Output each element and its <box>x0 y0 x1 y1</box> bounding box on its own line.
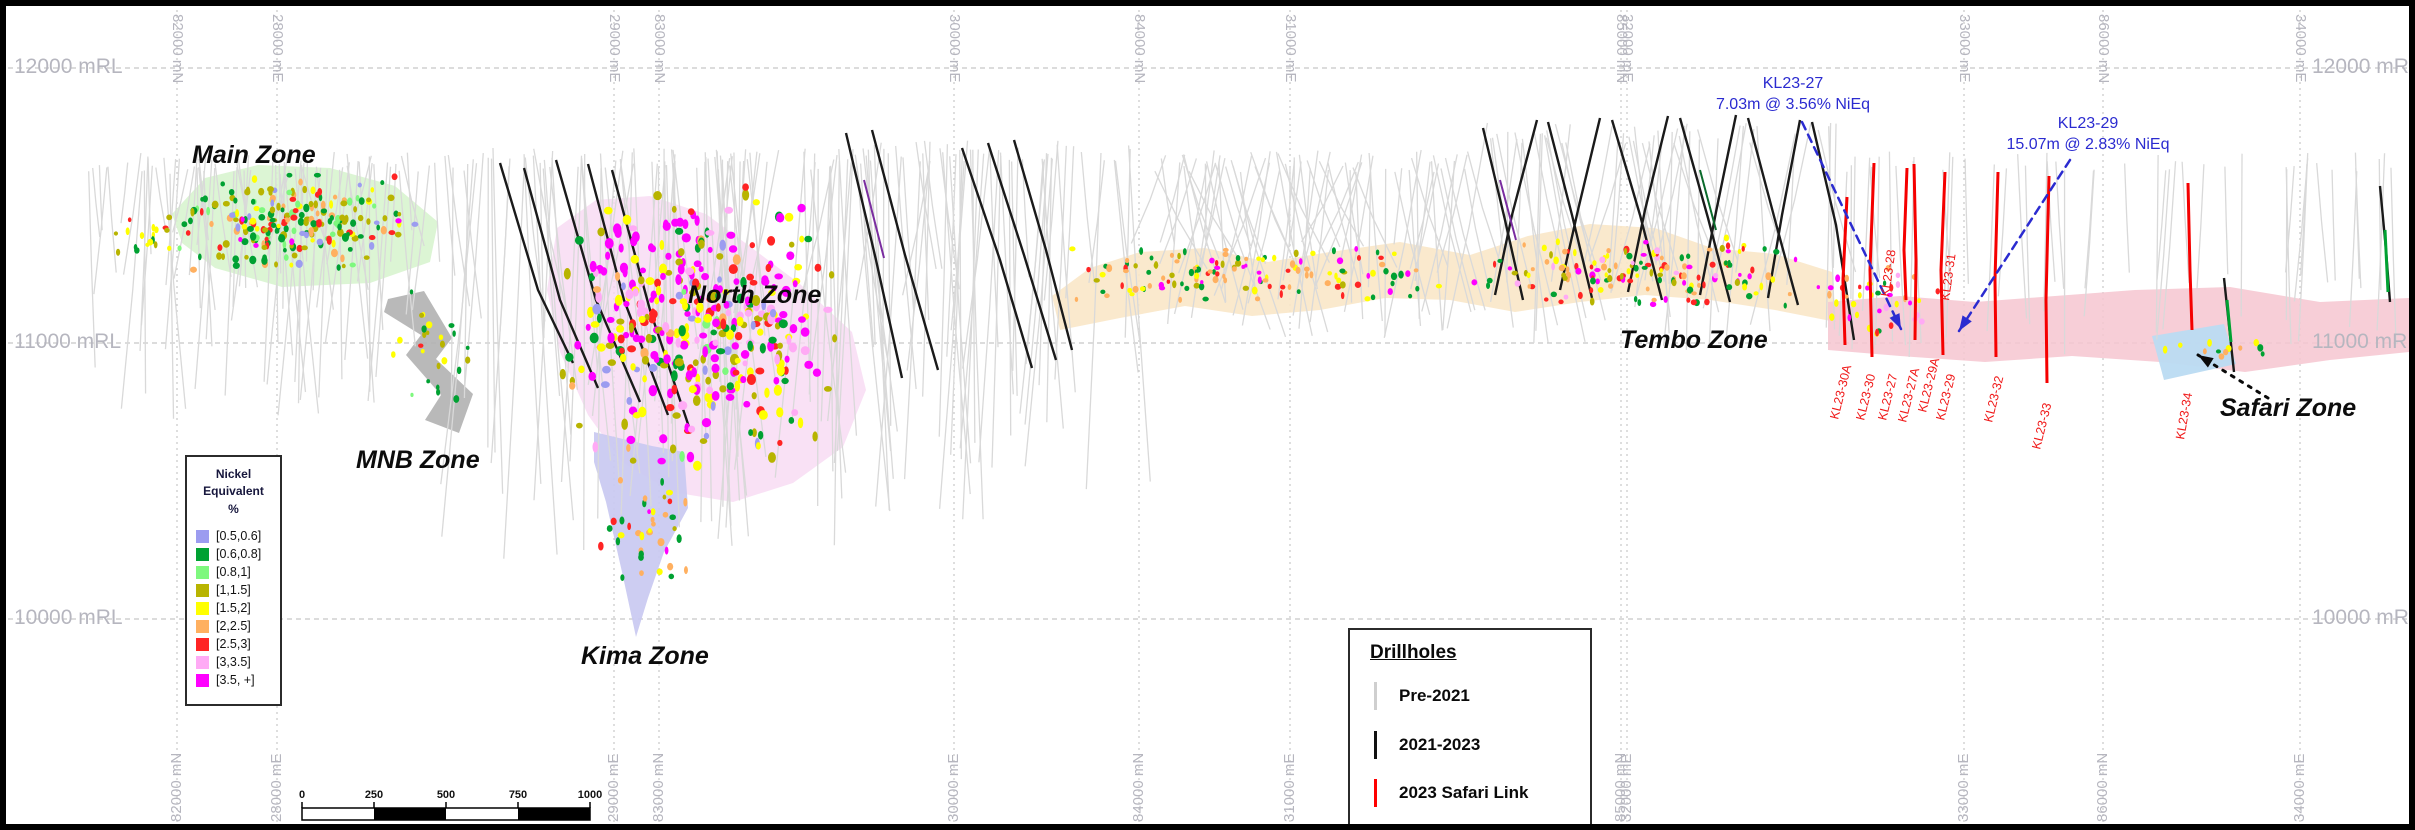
svg-text:85000 mN: 85000 mN <box>1612 753 1629 822</box>
svg-text:29000 mE: 29000 mE <box>606 14 623 82</box>
drillhole-period-tick <box>1374 682 1377 710</box>
svg-text:34000 mE: 34000 mE <box>2291 754 2308 822</box>
svg-text:33000 mE: 33000 mE <box>1956 14 1973 82</box>
nickel-range-label: [1.5,2] <box>216 601 251 616</box>
main-zone-halo <box>172 165 438 287</box>
svg-text:86000 mN: 86000 mN <box>2094 753 2111 822</box>
svg-text:33000 mE: 33000 mE <box>1955 754 1972 822</box>
nickel-legend-item: [0.5,0.6] <box>196 527 280 545</box>
nickel-legend-item: [3.5, +] <box>196 671 280 689</box>
pre2021-traces <box>88 122 2397 559</box>
nickel-range-label: [0.6,0.8] <box>216 547 262 562</box>
nickel-color-swatch <box>196 529 209 543</box>
drillhole-period-tick <box>1374 731 1377 759</box>
svg-text:82000 mN: 82000 mN <box>168 753 185 822</box>
nickel-legend-title-line3: % <box>228 501 239 516</box>
svg-text:30000 mE: 30000 mE <box>945 754 962 822</box>
mnb-zone-band <box>384 291 473 433</box>
nickel-range-label: [0.8,1] <box>216 565 251 580</box>
nickel-legend-items: [0.5,0.6] [0.6,0.8] [0.8,1] [1,1.5] [1.5,2] [… <box>187 527 280 689</box>
nickel-legend-title-line2: Equivalent <box>203 484 264 499</box>
annotation-arrows <box>1800 120 2270 400</box>
svg-text:28000 mE: 28000 mE <box>269 14 286 82</box>
svg-text:29000 mE: 29000 mE <box>605 754 622 822</box>
nickel-range-label: [0.5,0.6] <box>216 529 262 544</box>
nickel-legend-item: [1,1.5] <box>196 581 280 599</box>
svg-text:30000 mE: 30000 mE <box>946 14 963 82</box>
drillhole-id-label: KL23-34 <box>2173 392 2195 441</box>
drillholes-legend-title: Drillholes <box>1370 642 1457 663</box>
drillhole-id-label: KL23-32 <box>1981 374 2006 423</box>
nickel-range-label: [2.5,3] <box>216 637 251 652</box>
grid-labels: 82000 mN 82000 mN 28000 mE 28000 mE 29000 mE… <box>168 14 2309 822</box>
nickel-legend-item: [0.6,0.8] <box>196 545 280 563</box>
svg-text:31000 mE: 31000 mE <box>1282 14 1299 82</box>
drillholes-legend-item: 2023 Safari Link <box>1374 779 1528 807</box>
svg-text:34000 mE: 34000 mE <box>2292 14 2309 82</box>
svg-text:32000 mE: 32000 mE <box>1619 14 1636 82</box>
svg-text:28000 mE: 28000 mE <box>268 754 285 822</box>
nickel-color-swatch <box>196 583 209 597</box>
drillhole-id-label: KL23-31 <box>1938 253 1958 302</box>
scalebar: 0 250 500 750 1000 <box>299 789 602 821</box>
nickel-legend-item: [2.5,3] <box>196 635 280 653</box>
drillhole-id-label: KL23-30 <box>1853 372 1878 421</box>
drillholes-legend-item: Pre-2021 <box>1374 682 1470 710</box>
nickel-color-swatch <box>196 655 209 669</box>
nickel-equivalent-legend: Nickel Equivalent % [0.5,0.6] [0.6,0.8] [0… <box>185 455 282 706</box>
nickel-color-swatch <box>196 601 209 615</box>
tembo-zone-band <box>1052 224 1836 330</box>
drillholes-legend-item: 2021-2023 <box>1374 731 1480 759</box>
nickel-color-swatch <box>196 547 209 561</box>
traces-2023-safari-link <box>1841 162 2194 384</box>
nickel-range-label: [3,3.5] <box>216 655 251 670</box>
svg-text:84000 mN: 84000 mN <box>1131 14 1148 83</box>
svg-text:31000 mE: 31000 mE <box>1281 754 1298 822</box>
svg-text:86000 mN: 86000 mN <box>2095 14 2112 83</box>
scalebar-tick-label: 500 <box>437 789 455 801</box>
svg-text:82000 mN: 82000 mN <box>169 14 186 83</box>
drillhole-period-label: Pre-2021 <box>1399 686 1470 705</box>
nickel-legend-title: Nickel Equivalent % <box>187 466 280 518</box>
drillhole-period-label: 2021-2023 <box>1399 735 1481 754</box>
drillhole-period-tick <box>1374 779 1377 807</box>
svg-text:83000 mN: 83000 mN <box>650 753 667 822</box>
nickel-color-swatch <box>196 619 209 633</box>
svg-text:84000 mN: 84000 mN <box>1130 753 1147 822</box>
nickel-legend-item: [2,2.5] <box>196 617 280 635</box>
nickel-range-label: [2,2.5] <box>216 619 251 634</box>
drillhole-id-label: KL23-33 <box>2029 401 2054 450</box>
nickel-legend-item: [0.8,1] <box>196 563 280 581</box>
nickel-color-swatch <box>196 565 209 579</box>
svg-text:32000 mE: 32000 mE <box>1618 754 1635 822</box>
nickel-color-swatch <box>196 673 209 687</box>
nickel-legend-item: [3,3.5] <box>196 653 280 671</box>
drillhole-period-label: 2023 Safari Link <box>1399 783 1529 802</box>
drillholes-legend: Drillholes Pre-2021 2021-2023 2023 Safari … <box>1348 628 1592 827</box>
assay-dots <box>113 172 2265 581</box>
drillhole-id-label: KL23-30A <box>1827 363 1854 421</box>
svg-text:83000 mN: 83000 mN <box>651 14 668 83</box>
nickel-range-label: [1,1.5] <box>216 583 251 598</box>
scalebar-tick-label: 750 <box>509 789 527 801</box>
scalebar-tick-label: 1000 <box>578 789 602 801</box>
scalebar-tick-label: 0 <box>299 789 305 801</box>
svg-text:85000 mN: 85000 mN <box>1613 14 1630 83</box>
nickel-color-swatch <box>196 637 209 651</box>
nickel-legend-item: [1.5,2] <box>196 599 280 617</box>
nickel-range-label: [3.5, +] <box>216 673 255 688</box>
drillhole-id-label: KL23-28 <box>1878 249 1898 298</box>
scalebar-tick-label: 250 <box>365 789 383 801</box>
nickel-legend-title-line1: Nickel <box>215 467 252 481</box>
